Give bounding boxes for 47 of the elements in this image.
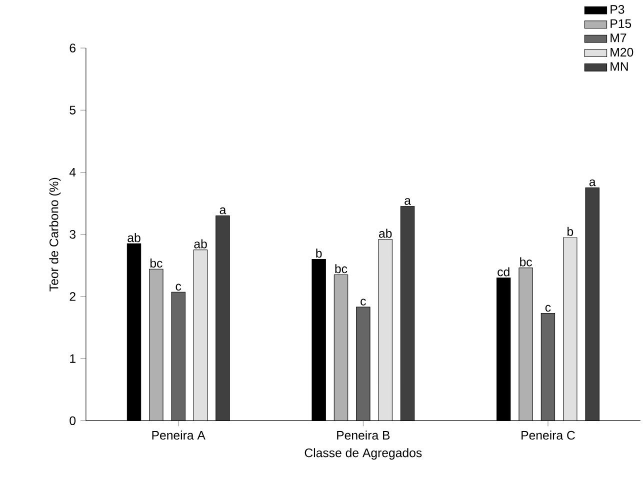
- bar: [378, 239, 392, 421]
- data-label: c: [176, 284, 182, 291]
- y-tick-label: 1: [70, 354, 76, 363]
- bar: [585, 188, 600, 421]
- bar: [126, 243, 142, 421]
- legend-label: M7: [610, 34, 626, 42]
- data-label: ab: [128, 233, 140, 242]
- bar: [518, 268, 533, 421]
- legend-label: P15: [610, 19, 632, 28]
- bar: [334, 274, 348, 421]
- bar: [356, 307, 370, 421]
- data-label: a: [589, 180, 596, 186]
- data-label: ab: [379, 228, 392, 238]
- data-label: c: [545, 304, 551, 312]
- y-axis-title: Teor de Carbono (%): [49, 178, 61, 292]
- bar: [312, 259, 326, 421]
- legend-label: P3: [610, 5, 624, 14]
- bar: [172, 292, 186, 421]
- y-tick-label: 4: [69, 168, 76, 177]
- y-tick-label: 0: [70, 416, 76, 426]
- y-tick-label: 3: [70, 230, 76, 239]
- y-tick-label: 5: [70, 106, 76, 115]
- data-label: a: [404, 198, 411, 205]
- bar: [540, 313, 556, 421]
- bar: [496, 278, 511, 421]
- x-tick-label: Peneira A: [152, 430, 206, 440]
- legend-label: M20: [610, 48, 634, 57]
- x-axis-title: Classe de Agregados: [304, 448, 422, 460]
- bar: [193, 250, 208, 421]
- data-label: ab: [194, 239, 207, 248]
- bar: [563, 237, 578, 421]
- data-label: b: [316, 248, 322, 258]
- bar: [400, 206, 414, 421]
- x-tick-label: Peneira B: [337, 430, 390, 440]
- x-tick-label: Peneira C: [522, 430, 575, 440]
- data-label: bc: [150, 258, 162, 268]
- bar: [149, 268, 164, 421]
- y-tick-label: 2: [70, 292, 76, 301]
- bar: [216, 216, 230, 421]
- data-label: bc: [520, 257, 532, 266]
- data-label: b: [568, 226, 574, 236]
- data-label: cd: [498, 267, 510, 276]
- y-tick-label: 6: [70, 44, 76, 52]
- data-label: bc: [335, 264, 348, 274]
- data-label: c: [360, 298, 366, 306]
- legend-label: MN: [610, 62, 628, 71]
- data-label: a: [220, 207, 226, 214]
